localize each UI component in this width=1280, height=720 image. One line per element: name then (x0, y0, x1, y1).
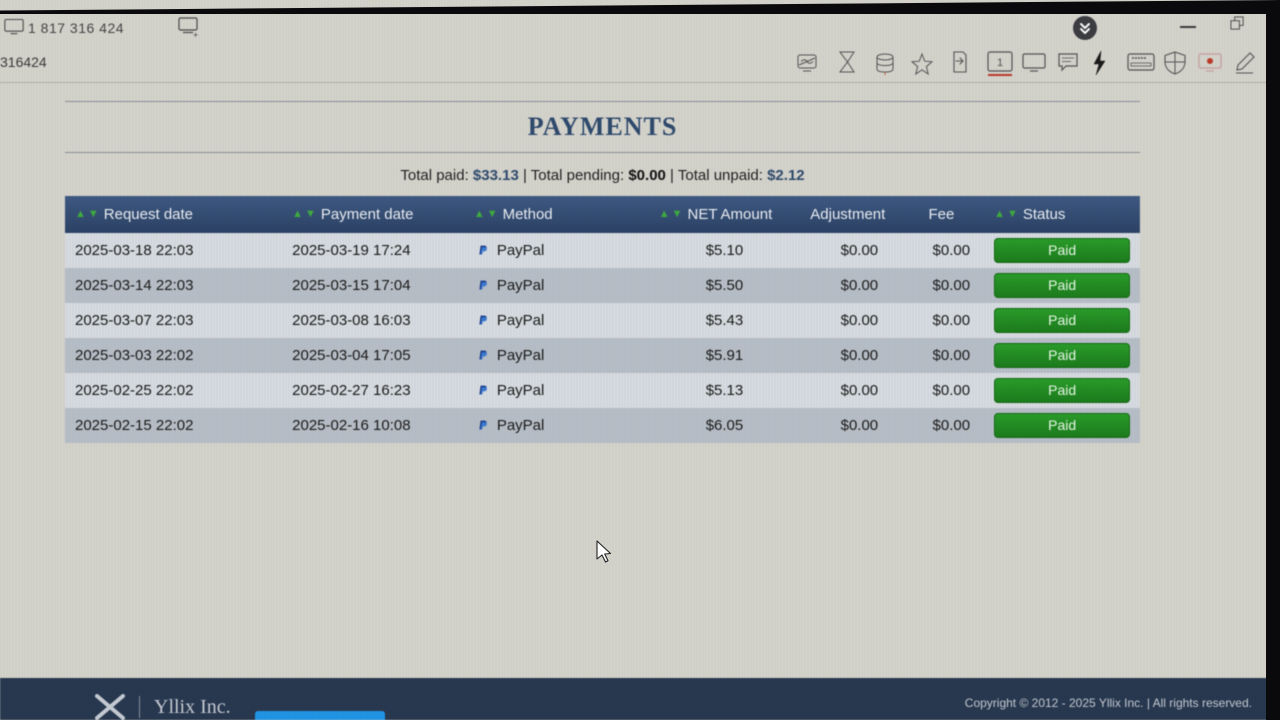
svg-text:1: 1 (997, 57, 1003, 69)
svg-text:+: + (193, 30, 198, 39)
